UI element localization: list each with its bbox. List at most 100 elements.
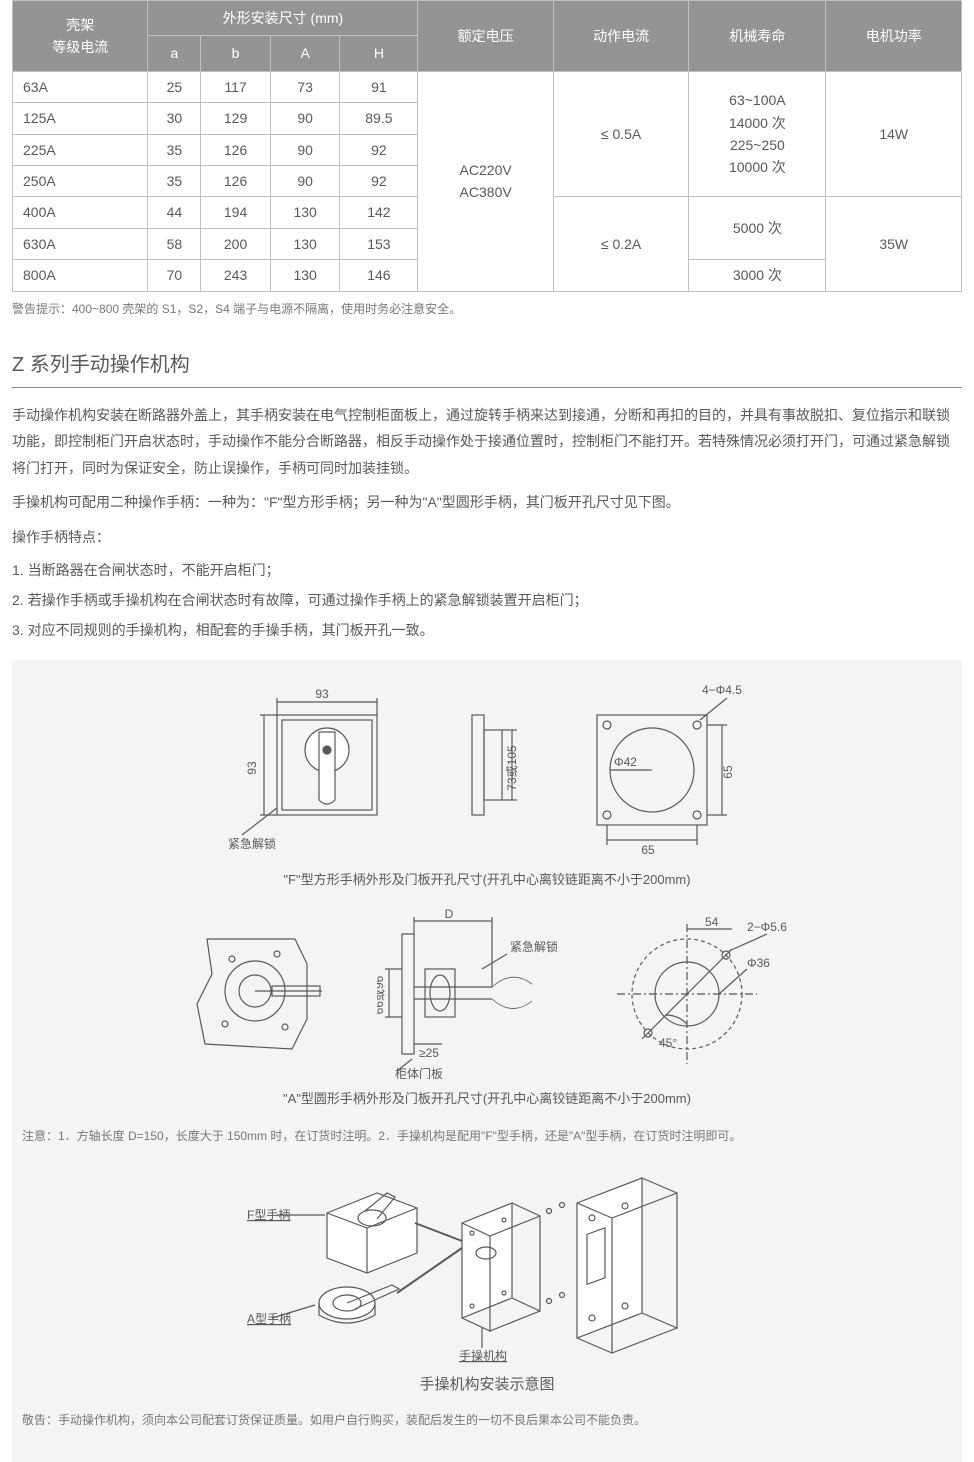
table-cell: 58 <box>148 228 201 259</box>
feature-2: 2. 若操作手柄或手操机构在合闸状态时有故障，可通过操作手柄上的紧急解锁装置开启… <box>12 589 962 611</box>
a-type-caption: "A"型圆形手柄外形及门板开孔尺寸(开孔中心离铰链距离不小于200mm) <box>22 1089 952 1110</box>
assembly-diagram: F型手柄 A型手柄 手操机构 <box>247 1163 727 1363</box>
f-hole-diagram: 4−Φ4.5 Φ42 65 65 <box>552 680 752 860</box>
svg-text:93: 93 <box>245 761 259 775</box>
table-cell: 200 <box>201 228 271 259</box>
paragraph-3: 操作手柄特点： <box>12 524 962 551</box>
svg-text:A型手柄: A型手柄 <box>247 1312 291 1326</box>
table-cell: 90 <box>270 165 340 196</box>
table-cell: 130 <box>270 228 340 259</box>
table-cell: 89.5 <box>340 103 418 134</box>
th-power: 电机功率 <box>826 1 962 72</box>
th-A: A <box>270 36 340 71</box>
a-hole-diagram: 54 2−Φ5.6 Φ36 45° <box>597 909 797 1079</box>
a-type-row: D 紧急解锁 66或96 ≥25 柜体门板 54 2−Φ5.6 <box>22 909 952 1079</box>
opcurrent-cell-2: ≤ 0.2A <box>553 197 688 291</box>
th-a: a <box>148 36 201 71</box>
svg-text:2−Φ5.6: 2−Φ5.6 <box>747 920 787 934</box>
table-cell: 800A <box>13 260 148 291</box>
spec-table: 壳架 等级电流 外形安装尺寸 (mm) 额定电压 动作电流 机械寿命 电机功率 … <box>12 0 962 292</box>
f-type-row: 93 93 紧急解锁 73或105 <box>22 680 952 860</box>
opcurrent-cell-1: ≤ 0.5A <box>553 71 688 197</box>
diagram-note: 注意：1．方轴长度 D=150，长度大于 150mm 时，在订货时注明。2．手操… <box>22 1127 952 1146</box>
svg-text:66或96: 66或96 <box>377 975 386 1014</box>
svg-text:紧急解锁: 紧急解锁 <box>228 836 276 851</box>
table-cell: 35 <box>148 165 201 196</box>
table-cell: 153 <box>340 228 418 259</box>
th-dims: 外形安装尺寸 (mm) <box>148 1 418 36</box>
table-cell: 130 <box>270 260 340 291</box>
table-cell: 142 <box>340 197 418 228</box>
svg-text:73或105: 73或105 <box>505 745 519 791</box>
table-cell: 117 <box>201 71 271 102</box>
a-handle-front-diagram <box>177 909 347 1079</box>
table-cell: 130 <box>270 197 340 228</box>
table-cell: 630A <box>13 228 148 259</box>
voltage-cell: AC220V AC380V <box>418 71 553 291</box>
th-b: b <box>201 36 271 71</box>
table-cell: 90 <box>270 134 340 165</box>
life-cell-2: 5000 次 <box>689 197 826 260</box>
svg-text:54: 54 <box>705 915 719 929</box>
th-life: 机械寿命 <box>689 1 826 72</box>
table-cell: 146 <box>340 260 418 291</box>
f-type-caption: "F"型方形手柄外形及门板开孔尺寸(开孔中心离铰链距离不小于200mm) <box>22 870 952 891</box>
svg-text:紧急解锁: 紧急解锁 <box>510 939 558 954</box>
table-cell: 30 <box>148 103 201 134</box>
table-cell: 250A <box>13 165 148 196</box>
warning-text: 警告提示：400~800 壳架的 S1，S2，S4 端子与电源不隔离，使用时务必… <box>12 300 962 319</box>
table-cell: 90 <box>270 103 340 134</box>
svg-text:≥25: ≥25 <box>419 1046 439 1060</box>
table-cell: 126 <box>201 134 271 165</box>
f-handle-side-diagram: 73或105 <box>452 680 522 860</box>
table-cell: 243 <box>201 260 271 291</box>
svg-text:手操机构: 手操机构 <box>459 1348 507 1363</box>
svg-text:4−Φ4.5: 4−Φ4.5 <box>702 683 742 697</box>
life-cell-1: 63~100A 14000 次 225~250 10000 次 <box>689 71 826 197</box>
table-cell: 25 <box>148 71 201 102</box>
f-handle-front-diagram: 93 93 紧急解锁 <box>222 680 422 860</box>
table-cell: 129 <box>201 103 271 134</box>
diagram-container: 93 93 紧急解锁 73或105 <box>12 660 962 1462</box>
th-opcurrent: 动作电流 <box>553 1 688 72</box>
disclaimer: 敬告：手动操作机构，须向本公司配套订货保证质量。如用户自行购买，装配后发生的一切… <box>22 1411 952 1430</box>
life-cell-3: 3000 次 <box>689 260 826 291</box>
table-cell: 92 <box>340 165 418 196</box>
table-cell: 35 <box>148 134 201 165</box>
svg-text:F型手柄: F型手柄 <box>247 1208 290 1222</box>
assembly-row: F型手柄 A型手柄 手操机构 <box>22 1163 952 1363</box>
th-H: H <box>340 36 418 71</box>
svg-text:93: 93 <box>315 687 329 701</box>
power-cell-1: 14W <box>826 71 962 197</box>
svg-text:65: 65 <box>721 765 735 779</box>
feature-1: 1. 当断路器在合闸状态时，不能开启柜门； <box>12 559 962 581</box>
svg-text:D: D <box>445 909 454 921</box>
table-cell: 194 <box>201 197 271 228</box>
section-title: Z 系列手动操作机构 <box>12 349 962 381</box>
svg-text:45°: 45° <box>659 1036 677 1050</box>
paragraph-1: 手动操作机构安装在断路器外盖上，其手柄安装在电气控制柜面板上，通过旋转手柄来达到… <box>12 402 962 482</box>
power-cell-2: 35W <box>826 197 962 291</box>
table-cell: 400A <box>13 197 148 228</box>
table-cell: 70 <box>148 260 201 291</box>
th-voltage: 额定电压 <box>418 1 553 72</box>
table-cell: 73 <box>270 71 340 102</box>
svg-text:Φ36: Φ36 <box>747 956 770 970</box>
table-cell: 126 <box>201 165 271 196</box>
svg-text:Φ42: Φ42 <box>614 755 637 769</box>
svg-text:柜体门板: 柜体门板 <box>395 1066 443 1079</box>
svg-text:65: 65 <box>641 843 655 857</box>
paragraph-2: 手操机构可配用二种操作手柄：一种为："F"型方形手柄；另一种为"A"型圆形手柄，… <box>12 489 962 516</box>
assembly-caption: 手操机构安装示意图 <box>22 1373 952 1397</box>
a-handle-side-diagram: D 紧急解锁 66或96 ≥25 柜体门板 <box>377 909 567 1079</box>
th-shell: 壳架 等级电流 <box>13 1 148 72</box>
section-divider <box>12 387 962 388</box>
table-cell: 44 <box>148 197 201 228</box>
table-cell: 91 <box>340 71 418 102</box>
table-row: 63A251177391AC220V AC380V≤ 0.5A63~100A 1… <box>13 71 962 102</box>
table-cell: 225A <box>13 134 148 165</box>
table-cell: 92 <box>340 134 418 165</box>
feature-3: 3. 对应不同规则的手操机构，相配套的手操手柄，其门板开孔一致。 <box>12 619 962 641</box>
table-cell: 63A <box>13 71 148 102</box>
table-cell: 125A <box>13 103 148 134</box>
